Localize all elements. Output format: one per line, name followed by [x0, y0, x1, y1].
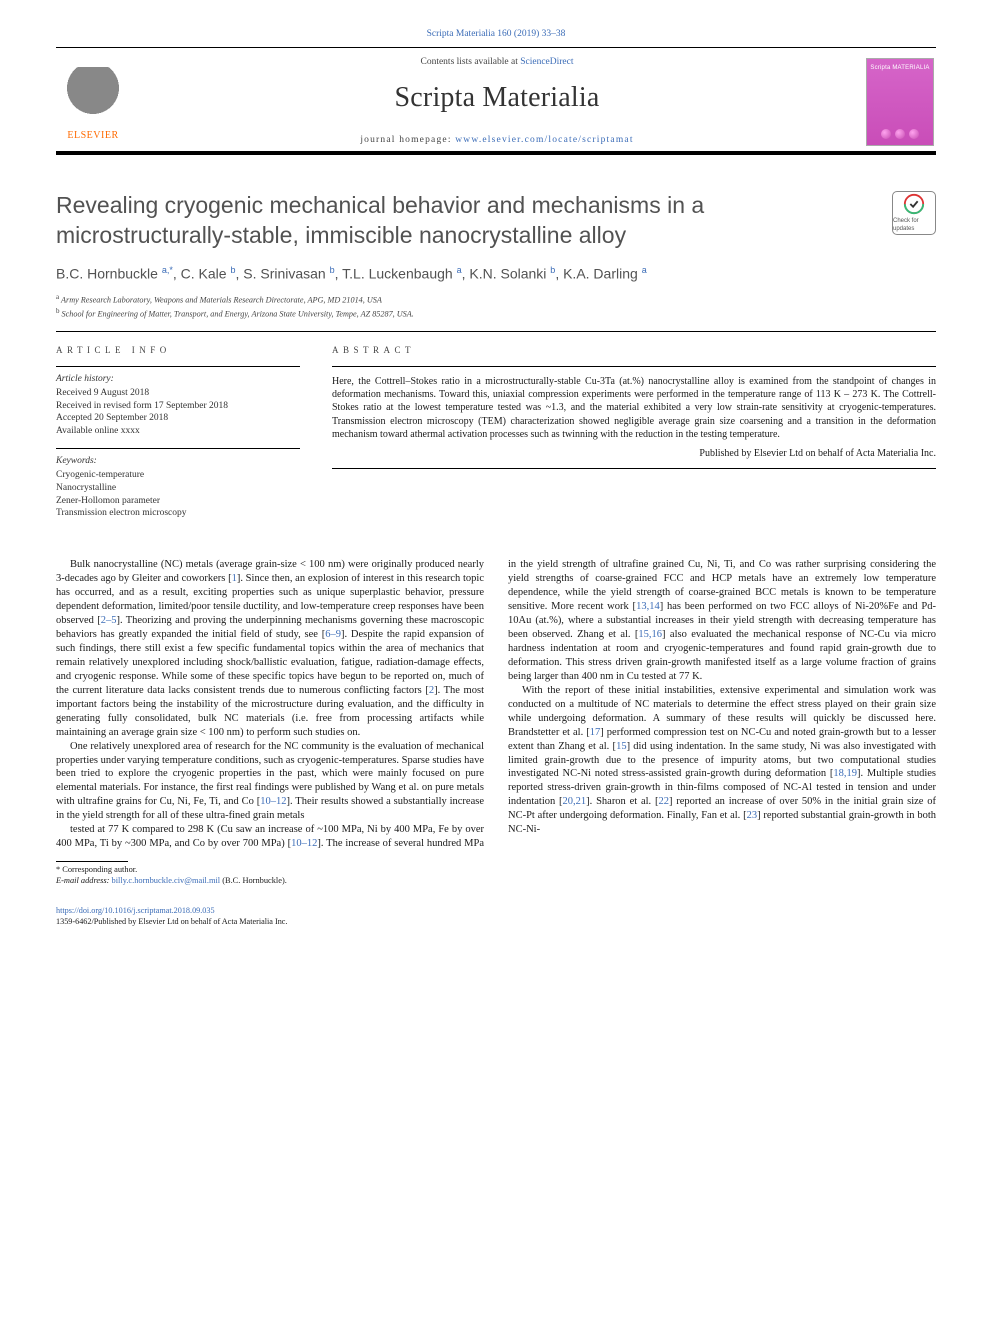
- journal-title: Scripta Materialia: [144, 79, 850, 117]
- email-label: E-mail address:: [56, 876, 112, 885]
- sciencedirect-link[interactable]: ScienceDirect: [520, 57, 573, 67]
- contents-available-line: Contents lists available at ScienceDirec…: [144, 56, 850, 69]
- email-suffix: (B.C. Hornbuckle).: [220, 876, 287, 885]
- corr-label: * Corresponding author.: [56, 865, 137, 874]
- cover-thumb-graphic: [867, 129, 933, 139]
- elsevier-logo: ELSEVIER: [58, 61, 128, 143]
- elsevier-tree-icon: [63, 67, 123, 127]
- corresponding-author-note: * Corresponding author. E-mail address: …: [56, 865, 936, 887]
- crossmark-icon: [903, 193, 925, 215]
- crossmark-badge[interactable]: Check for updates: [892, 191, 936, 235]
- article-info-heading: article info: [56, 344, 300, 356]
- publisher-line: Published by Elsevier Ltd on behalf of A…: [332, 447, 936, 461]
- body-paragraph: One relatively unexplored area of resear…: [56, 740, 484, 824]
- keywords-list: Cryogenic-temperatureNanocrystallineZene…: [56, 469, 300, 520]
- article-history-label: Article history:: [56, 373, 300, 386]
- corr-email-link[interactable]: billy.c.hornbuckle.civ@mail.mil: [112, 876, 221, 885]
- abstract-divider: [332, 366, 936, 367]
- homepage-prefix: journal homepage:: [360, 135, 455, 145]
- copyright-line: 1359-6462/Published by Elsevier Ltd on b…: [56, 917, 287, 926]
- article-title: Revealing cryogenic mechanical behavior …: [56, 191, 874, 250]
- cover-thumb-text: Scripta MATERIALIA: [870, 65, 929, 72]
- body-paragraph: Bulk nanocrystalline (NC) metals (averag…: [56, 558, 484, 739]
- journal-reference: Scripta Materialia 160 (2019) 33–38: [56, 28, 936, 41]
- keywords-label: Keywords:: [56, 455, 300, 468]
- journal-header: ELSEVIER Contents lists available at Sci…: [56, 47, 936, 155]
- journal-cover-thumbnail: Scripta MATERIALIA: [866, 58, 934, 146]
- doi-link[interactable]: https://doi.org/10.1016/j.scriptamat.201…: [56, 906, 215, 915]
- journal-homepage-link[interactable]: www.elsevier.com/locate/scriptamat: [455, 135, 633, 145]
- authors-line: B.C. Hornbuckle a,*, C. Kale b, S. Srini…: [56, 264, 936, 284]
- abstract-text: Here, the Cottrell–Stokes ratio in a mic…: [332, 375, 936, 441]
- contents-prefix: Contents lists available at: [420, 57, 520, 67]
- body-paragraph: With the report of these initial instabi…: [508, 684, 936, 837]
- crossmark-label: Check for updates: [893, 217, 935, 233]
- abstract-bottom-divider: [332, 468, 936, 469]
- journal-homepage-line: journal homepage: www.elsevier.com/locat…: [144, 134, 850, 147]
- affiliations: a Army Research Laboratory, Weapons and …: [56, 292, 936, 321]
- article-body: Bulk nanocrystalline (NC) metals (averag…: [56, 558, 936, 851]
- page-footer: https://doi.org/10.1016/j.scriptamat.201…: [56, 905, 936, 927]
- abstract-heading: abstract: [332, 344, 936, 356]
- footnote-separator: [56, 861, 128, 862]
- article-history: Received 9 August 2018Received in revise…: [56, 387, 300, 438]
- elsevier-label: ELSEVIER: [67, 129, 118, 143]
- section-divider: [56, 331, 936, 332]
